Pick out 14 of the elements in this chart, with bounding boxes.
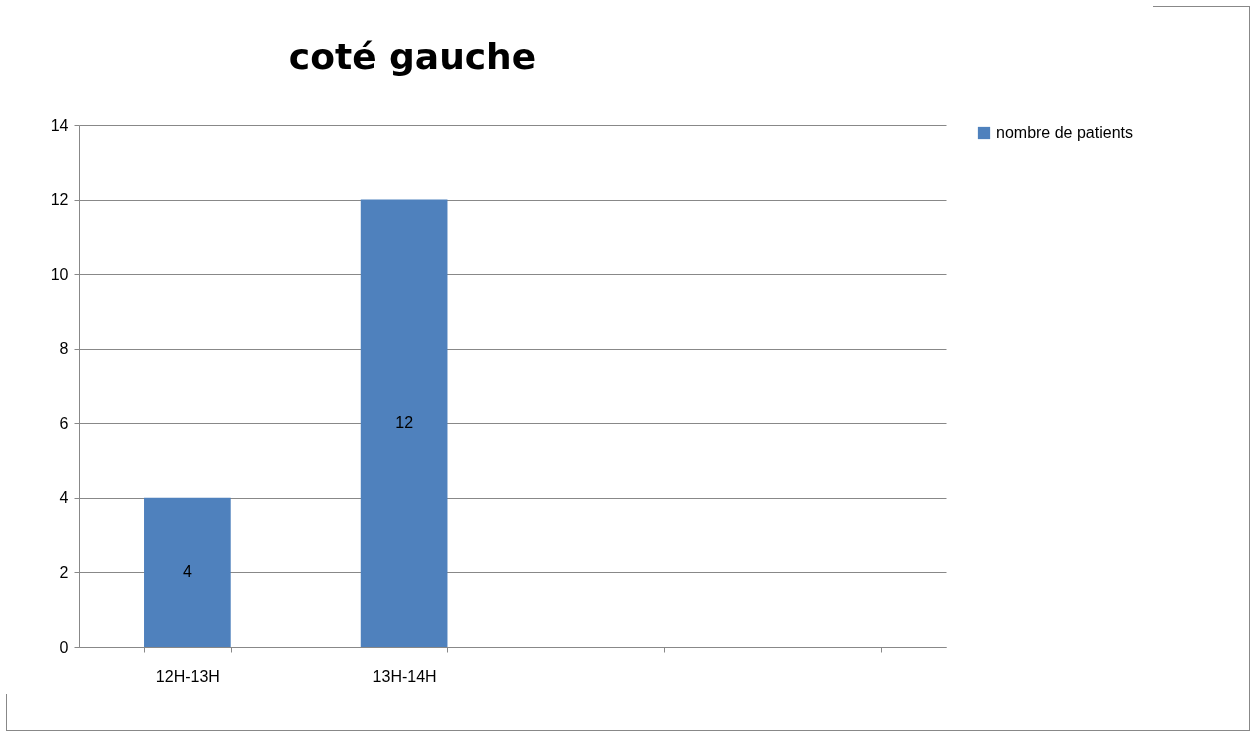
y-tick-label: 8 bbox=[59, 340, 69, 358]
y-tick-label: 10 bbox=[50, 265, 69, 283]
y-tick-label: 4 bbox=[59, 489, 69, 507]
x-tick-label: 12H-13H bbox=[155, 667, 220, 685]
y-tick-label: 2 bbox=[59, 563, 69, 581]
y-tick-label: 14 bbox=[50, 116, 69, 134]
y-tick-label: 0 bbox=[59, 638, 69, 656]
data-label: 4 bbox=[182, 563, 192, 581]
x-tick-label: 13H-14H bbox=[372, 667, 437, 685]
legend-label: nombre de patients bbox=[996, 124, 1133, 141]
chart-title: coté gauche bbox=[288, 36, 537, 77]
y-tick-label: 12 bbox=[50, 191, 69, 209]
data-label: 12 bbox=[395, 414, 414, 432]
y-tick-label: 6 bbox=[59, 414, 69, 432]
